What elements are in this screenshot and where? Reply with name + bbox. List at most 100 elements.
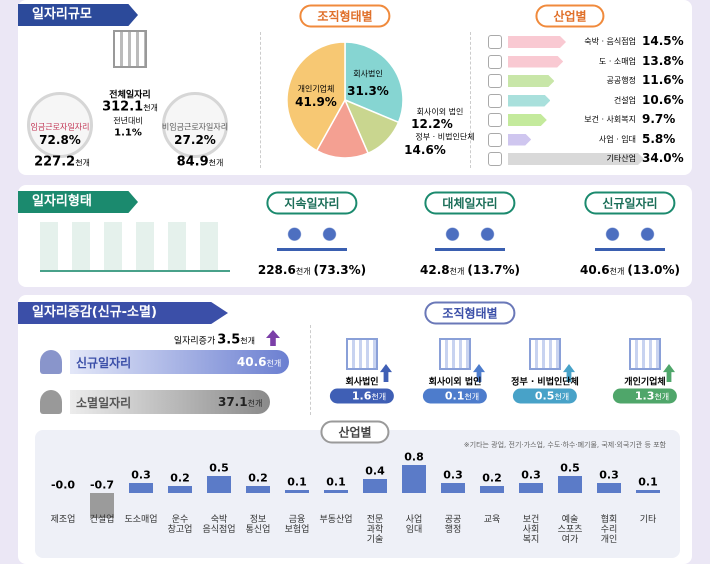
- unit: 천개: [295, 267, 311, 276]
- bar: [508, 153, 644, 165]
- bar-value: 40.6천개: [237, 355, 281, 369]
- category-label: 사업 임대: [405, 515, 423, 535]
- bar-label: 소멸일자리: [76, 396, 132, 410]
- person-icon: [40, 350, 62, 374]
- value-number: 312.1: [102, 99, 144, 115]
- bar-value: 13.8%: [642, 53, 684, 68]
- bar-value: 0.3: [131, 468, 151, 481]
- value-number: 40.6: [236, 355, 267, 369]
- bar: [597, 482, 621, 493]
- bar-value: 0.3: [599, 468, 619, 481]
- value-number: 1.6: [351, 389, 372, 403]
- icon: [488, 74, 502, 88]
- bar-value: 0.3: [443, 468, 463, 481]
- pill-title: 조직형태별: [424, 301, 516, 325]
- bar: [558, 475, 582, 493]
- bar: [70, 390, 271, 414]
- category-label: 금융 보험업: [284, 515, 310, 535]
- pill-title: 조직형태별: [299, 4, 391, 28]
- bar: [508, 75, 554, 87]
- unit: 천개: [609, 267, 625, 276]
- bar-value: 0.4: [365, 464, 385, 478]
- value-number: 1.3: [634, 389, 655, 403]
- unit: 천개: [654, 392, 670, 402]
- building-icon: [529, 338, 561, 370]
- bar: [508, 134, 531, 146]
- category-label: 보건 사회 복지: [522, 515, 540, 545]
- pie-value: 14.6%: [404, 143, 446, 157]
- category-label: 제조업: [50, 515, 76, 525]
- unit: 천개: [554, 392, 570, 402]
- value: 312.1천개: [102, 100, 158, 115]
- section-title: 일자리형태: [18, 191, 138, 213]
- label: 27.2%: [174, 133, 216, 147]
- bar-label: 기타산업: [606, 154, 636, 163]
- value-number: 37.1: [217, 395, 248, 409]
- bar-label: 보건 · 사회복지: [584, 115, 636, 124]
- pie-slice: [286, 41, 346, 152]
- label: 비임금근로자일자리: [161, 122, 229, 132]
- bar: [363, 479, 387, 493]
- org-label: 회사법인: [345, 377, 379, 388]
- value-number: 42.8: [420, 263, 450, 277]
- person-icon: [40, 390, 62, 414]
- pie-slice: [315, 98, 370, 159]
- bar-value: 0.1: [326, 475, 346, 488]
- bar: [441, 482, 465, 493]
- pie-value: 31.3%: [347, 84, 389, 98]
- circle: [27, 92, 93, 158]
- unit: 천개: [143, 103, 158, 113]
- section-title: 일자리증감(신규-소멸): [18, 302, 228, 324]
- value: 228.6천개 (73.3%): [258, 263, 366, 277]
- category-label: 협회 수리 개인: [600, 515, 618, 545]
- category-label: 공공 행정: [444, 515, 462, 535]
- icon: [488, 113, 502, 127]
- increase-label: 일자리증가: [173, 336, 216, 347]
- pill-title: 산업별: [320, 420, 390, 444]
- bar: [508, 114, 547, 126]
- bar: [246, 486, 270, 493]
- building-icon: [439, 338, 471, 370]
- pill-title: 신규일자리: [584, 191, 676, 215]
- category-label: 숙박 음식점업: [202, 515, 236, 535]
- icons: [40, 222, 230, 272]
- label: 전체일자리: [109, 90, 151, 101]
- bar-value: -0.7: [89, 478, 115, 492]
- bar-value: 0.5: [560, 461, 580, 474]
- category-label: 정보 통신업: [245, 515, 271, 535]
- category-label: 건설업: [89, 515, 115, 525]
- category-label: 전문 과학 기술: [366, 515, 384, 545]
- unit: 천개: [247, 399, 263, 408]
- icon: [488, 132, 502, 147]
- org-label: 개인기업체: [624, 377, 666, 388]
- bar: [519, 482, 543, 493]
- pie-label: 개인기업체: [297, 84, 335, 94]
- bar-label: 사업 · 임대: [598, 134, 636, 144]
- pie-label: 회사법인: [353, 69, 383, 79]
- bar-value: 0.5: [209, 461, 229, 474]
- bar: [402, 465, 426, 493]
- building-icon: [629, 338, 661, 370]
- unit: 천개: [266, 359, 282, 368]
- value-pill: 1.6천개: [329, 388, 395, 404]
- category-label: 교육: [483, 515, 501, 525]
- unit: 천개: [208, 158, 224, 168]
- pie-value: 41.9%: [295, 95, 337, 109]
- bar: [508, 95, 550, 107]
- share: (13.0%): [627, 263, 680, 277]
- bar-value: 34.0%: [642, 151, 684, 165]
- bar: [508, 36, 566, 48]
- org-label: 회사이외 법인: [428, 377, 482, 388]
- pill-title: 산업별: [535, 4, 605, 28]
- chart-box: [35, 430, 680, 558]
- bar-value: 0.2: [482, 471, 502, 485]
- value: 42.8천개 (13.7%): [420, 263, 520, 277]
- increase-value: 3.5: [217, 332, 241, 348]
- icon: [488, 54, 502, 69]
- value-number: 227.2: [34, 154, 76, 170]
- pie-label: 회사이외 법인: [416, 107, 464, 117]
- bar-value: 0.1: [287, 475, 307, 488]
- bar-label: 공공행정: [606, 76, 636, 85]
- bar-value: 0.2: [248, 471, 268, 485]
- category-label: 도소매업: [124, 515, 158, 525]
